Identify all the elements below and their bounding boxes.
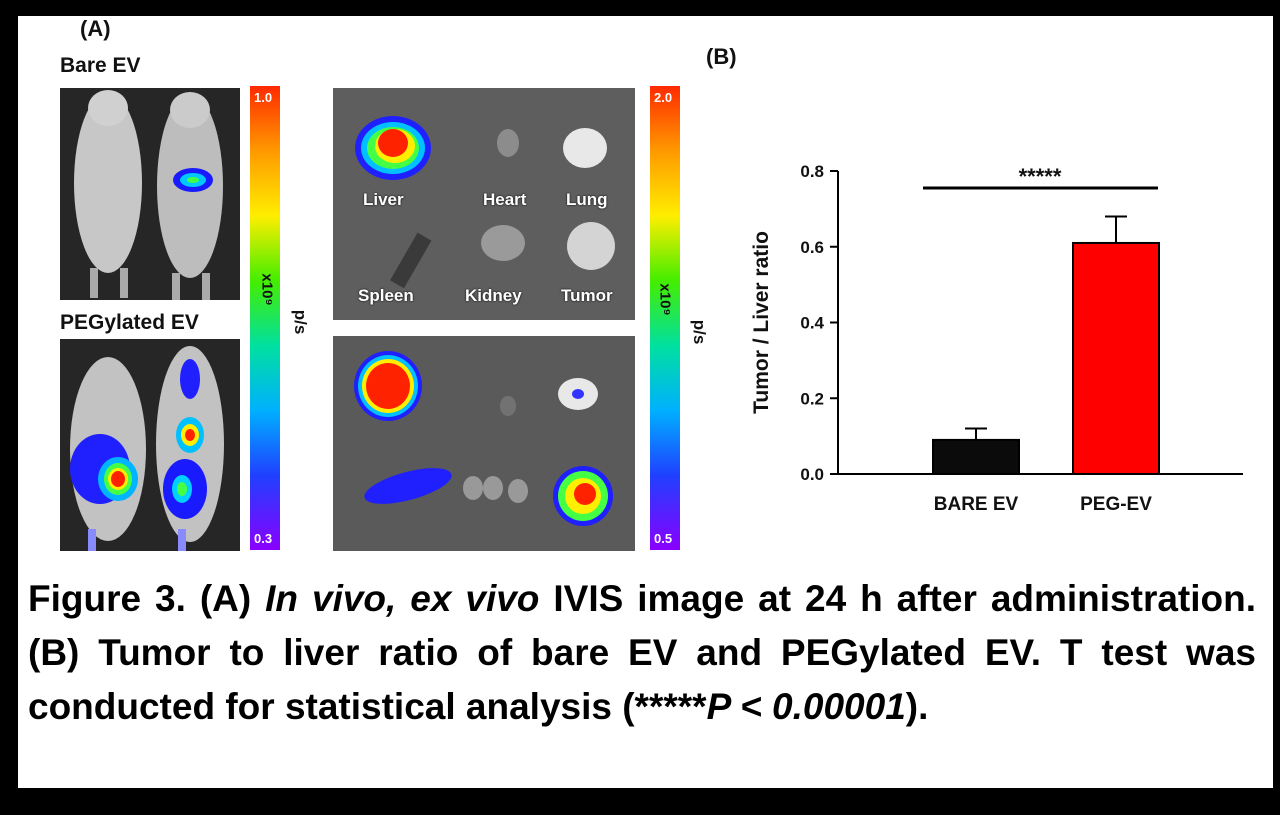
scale-2-unit: p/s bbox=[690, 319, 709, 345]
scale-2-multiplier: x10⁹ bbox=[656, 283, 674, 316]
caption-part-3: IVIS image at 24 h after administration.… bbox=[28, 578, 1257, 727]
figure-caption: Figure 3. (A) In vivo, ex vivo IVIS imag… bbox=[28, 572, 1256, 734]
scale-1-unit: p/s bbox=[291, 309, 310, 335]
panel-a-label: (A) bbox=[80, 16, 111, 41]
scale-2-min: 0.5 bbox=[654, 531, 673, 546]
organ-label-lung: Lung bbox=[566, 190, 608, 209]
caption-part-4: P < 0.00001 bbox=[706, 686, 906, 727]
y-axis-label: Tumor / Liver ratio bbox=[750, 231, 773, 414]
y-tick-label: 0.2 bbox=[800, 389, 824, 408]
scale-1-min: 0.3 bbox=[254, 531, 273, 546]
ex-vivo-bare-ev-image: Liver Heart Lung Spleen Kidney Tumor bbox=[333, 88, 635, 320]
bar-peg-ev bbox=[1072, 241, 1160, 476]
panel-b-label: (B) bbox=[706, 44, 737, 69]
x-tick-label: PEG-EV bbox=[1080, 494, 1152, 515]
bare-ev-label: Bare EV bbox=[60, 54, 141, 77]
color-scale-bar-1: 1.0 0.3 bbox=[250, 86, 280, 550]
y-tick-label: 0.0 bbox=[800, 465, 824, 484]
bare-ev-mouse-image bbox=[60, 88, 240, 300]
organ-label-heart: Heart bbox=[483, 190, 527, 209]
pegylated-ev-label: PEGylated EV bbox=[60, 311, 199, 334]
scale-2-max: 2.0 bbox=[654, 90, 673, 105]
y-tick-label: 0.6 bbox=[800, 238, 824, 257]
figure-frame: (A) Bare EV PEGylated EV bbox=[18, 16, 1273, 788]
color-scale-bar-2: 2.0 0.5 bbox=[650, 86, 680, 550]
caption-part-5: ). bbox=[905, 686, 929, 727]
significance-stars: ***** bbox=[1019, 164, 1062, 189]
x-tick-label: BARE EV bbox=[934, 494, 1019, 515]
caption-part-2: In vivo, ex vivo bbox=[265, 578, 540, 619]
y-tick-label: 0.8 bbox=[800, 162, 824, 181]
pegylated-ev-mouse-image bbox=[60, 339, 240, 551]
y-tick-label: 0.4 bbox=[800, 314, 824, 333]
organ-label-tumor: Tumor bbox=[561, 286, 613, 305]
caption-part-1: Figure 3. (A) bbox=[28, 578, 266, 619]
ex-vivo-pegylated-ev-image bbox=[333, 336, 635, 551]
organ-label-liver: Liver bbox=[363, 190, 404, 209]
bar-bare-ev bbox=[932, 438, 1020, 476]
tumor-liver-ratio-chart: 0.0 0.2 0.4 0.6 0.8 Tumor / Liver ratio BARE E… bbox=[750, 162, 1243, 515]
scale-1-max: 1.0 bbox=[254, 90, 273, 105]
organ-label-kidney: Kidney bbox=[465, 286, 522, 305]
scale-1-multiplier: x10⁹ bbox=[258, 273, 276, 306]
organ-label-spleen: Spleen bbox=[358, 286, 414, 305]
